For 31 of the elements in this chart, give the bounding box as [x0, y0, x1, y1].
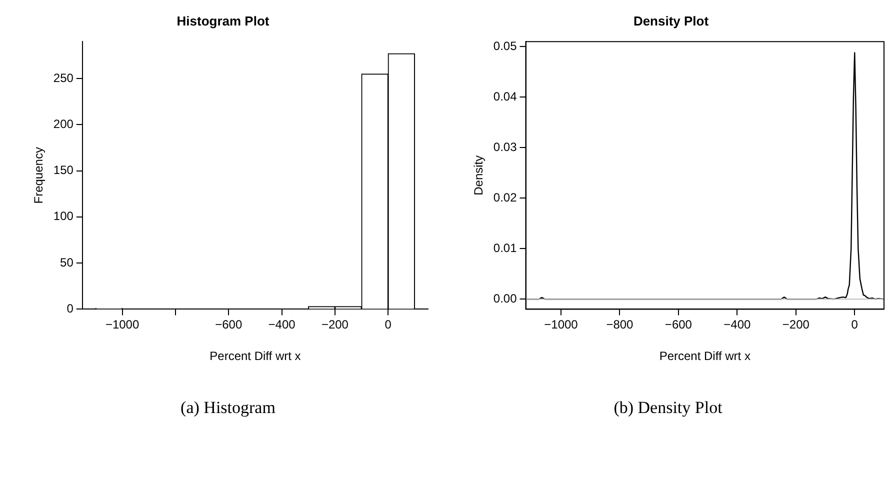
y-tick-label: 0.00 [493, 291, 518, 306]
x-tick-label: −1000 [105, 318, 140, 332]
y-tick-label: 250 [53, 70, 74, 85]
y-tick-label: 0.03 [493, 140, 518, 154]
y-tick-label: 0 [66, 302, 74, 316]
chart-title: Histogram Plot [176, 13, 270, 28]
y-tick-label: 0.05 [493, 38, 518, 53]
x-tick-label: −600 [215, 318, 242, 332]
x-tick-label: −400 [724, 318, 752, 332]
x-tick-label: −800 [606, 318, 634, 332]
x-tick-label: −200 [321, 318, 349, 332]
x-tick-label: −200 [782, 318, 810, 332]
y-tick-label: 200 [53, 116, 74, 131]
text: (a) Histogram [180, 398, 276, 418]
x-tick-label: 0 [851, 318, 858, 332]
x-tick-label: −600 [664, 318, 692, 332]
x-tick-label: −1000 [544, 318, 578, 332]
y-axis-title: Density [472, 155, 486, 196]
y-tick-label: 0.04 [493, 89, 518, 104]
y-tick-label: 0.02 [493, 190, 518, 204]
text: (b) Density Plot [612, 398, 724, 418]
y-tick-label: 50 [60, 255, 74, 270]
y-axis-title: Frequency [32, 147, 46, 204]
x-axis-title: Percent Diff wrt x [659, 349, 750, 364]
y-tick-label: 150 [53, 163, 74, 178]
y-tick-label: 100 [53, 209, 74, 224]
x-tick-label: −400 [268, 318, 296, 332]
y-tick-label: 0.01 [493, 240, 518, 255]
x-axis-title: Percent Diff wrt x [210, 349, 301, 364]
chart-title: Density Plot [633, 13, 710, 28]
x-tick-label: 0 [384, 318, 392, 332]
